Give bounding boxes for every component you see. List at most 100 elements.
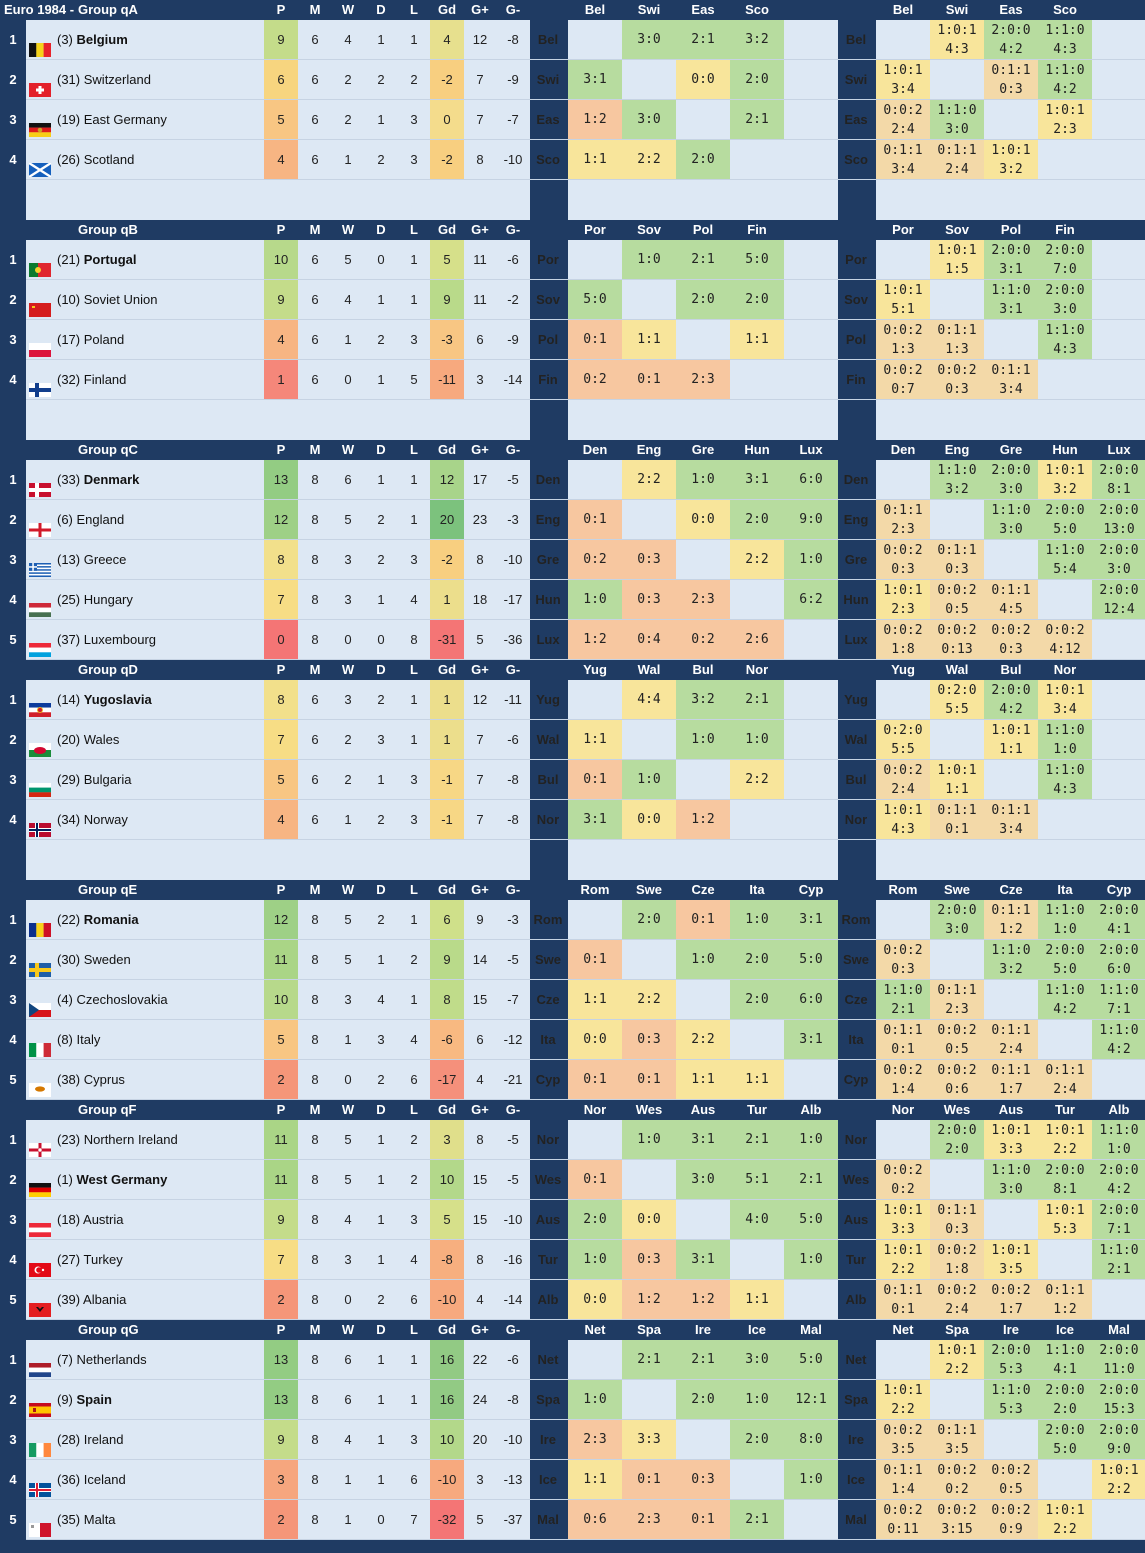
team-row[interactable]: 2 (20) Wales 7 6 2 3 1 1 7 -6 Wal Wal 1:1 1:0 1:0 0:2:0… bbox=[0, 720, 1145, 760]
team-name[interactable]: Romania bbox=[83, 912, 139, 927]
team-row[interactable]: 2 (9) Spain 13 8 6 1 1 16 24 -8 Spa Spa 1:0 2:0 1:0 12:… bbox=[0, 1380, 1145, 1420]
match-detail[interactable]: 2:0:0 5:3 bbox=[984, 1340, 1038, 1380]
match-detail[interactable]: 0:0:2 0:2 bbox=[876, 1160, 930, 1200]
match-detail[interactable]: 1:0:1 1:5 bbox=[930, 240, 984, 280]
team-row[interactable]: 5 (39) Albania 2 8 0 2 6 -10 4 -14 Alb Alb 0:0 1:2 1:2… bbox=[0, 1280, 1145, 1320]
match-result[interactable]: 1:0 bbox=[568, 1240, 622, 1280]
match-detail[interactable]: 0:0:2 1:4 bbox=[876, 1060, 930, 1100]
team-row[interactable]: 2 (31) Switzerland 6 6 2 2 2 -2 7 -9 Swi Swi 3:1 0:0 2… bbox=[0, 60, 1145, 100]
team-name[interactable]: Denmark bbox=[83, 472, 140, 487]
team-name[interactable]: Ireland bbox=[83, 1432, 124, 1447]
team-cell[interactable]: (26) Scotland bbox=[26, 140, 264, 180]
match-result[interactable]: 0:4 bbox=[622, 620, 676, 660]
match-result[interactable]: 1:1 bbox=[568, 980, 622, 1020]
match-detail[interactable]: 1:1:0 2:1 bbox=[1092, 1240, 1145, 1280]
match-detail[interactable]: 2:0:0 4:2 bbox=[1092, 1160, 1145, 1200]
match-result[interactable]: 1:2 bbox=[568, 620, 622, 660]
match-result[interactable]: 3:1 bbox=[568, 60, 622, 100]
team-row[interactable]: 3 (19) East Germany 5 6 2 1 3 0 7 -7 Eas Eas 1:2 3:0 2… bbox=[0, 100, 1145, 140]
match-detail[interactable]: 0:0:2 1:8 bbox=[876, 620, 930, 660]
match-detail[interactable]: 0:1:1 0:1 bbox=[876, 1020, 930, 1060]
match-result[interactable]: 1:1 bbox=[730, 1280, 784, 1320]
match-result[interactable]: 2:1 bbox=[622, 1340, 676, 1380]
team-cell[interactable]: (19) East Germany bbox=[26, 100, 264, 140]
match-detail[interactable]: 2:0:0 3:1 bbox=[984, 240, 1038, 280]
team-name[interactable]: Northern Ireland bbox=[83, 1132, 178, 1147]
match-detail[interactable]: 0:0:2 0:13 bbox=[930, 620, 984, 660]
match-result[interactable]: 1:0 bbox=[784, 540, 838, 580]
match-detail[interactable]: 0:0:2 1:3 bbox=[876, 320, 930, 360]
match-result[interactable]: 2:1 bbox=[730, 680, 784, 720]
match-detail[interactable]: 0:0:2 2:4 bbox=[876, 760, 930, 800]
match-detail[interactable]: 2:0:0 8:1 bbox=[1092, 460, 1145, 500]
match-result[interactable]: 2:0 bbox=[622, 900, 676, 940]
match-detail[interactable]: 1:1:0 4:2 bbox=[1092, 1020, 1145, 1060]
team-cell[interactable]: (10) Soviet Union bbox=[26, 280, 264, 320]
team-name[interactable]: Soviet Union bbox=[83, 292, 158, 307]
match-result[interactable]: 0:0 bbox=[676, 60, 730, 100]
match-detail[interactable]: 1:0:1 2:2 bbox=[876, 1380, 930, 1420]
match-result[interactable]: 0:3 bbox=[622, 580, 676, 620]
match-detail[interactable]: 2:0:0 5:0 bbox=[1038, 940, 1092, 980]
match-result[interactable]: 2:3 bbox=[676, 580, 730, 620]
match-detail[interactable]: 0:1:1 4:5 bbox=[984, 580, 1038, 620]
match-detail[interactable]: 1:0:1 4:3 bbox=[876, 800, 930, 840]
match-result[interactable]: 3:1 bbox=[676, 1120, 730, 1160]
match-detail[interactable]: 0:0:2 0:3 bbox=[930, 360, 984, 400]
match-detail[interactable]: 2:0:0 7:0 bbox=[1038, 240, 1092, 280]
match-result[interactable]: 3:1 bbox=[730, 460, 784, 500]
team-name[interactable]: Norway bbox=[83, 812, 128, 827]
team-cell[interactable]: (33) Denmark bbox=[26, 460, 264, 500]
match-result[interactable]: 0:1 bbox=[568, 760, 622, 800]
match-detail[interactable]: 0:0:2 0:2 bbox=[930, 1460, 984, 1500]
match-result[interactable]: 0:3 bbox=[676, 1460, 730, 1500]
match-detail[interactable]: 1:0:1 3:2 bbox=[1038, 460, 1092, 500]
match-detail[interactable]: 0:0:2 1:8 bbox=[930, 1240, 984, 1280]
team-name[interactable]: West Germany bbox=[76, 1172, 168, 1187]
team-cell[interactable]: (7) Netherlands bbox=[26, 1340, 264, 1380]
match-detail[interactable]: 1:0:1 2:2 bbox=[1092, 1460, 1145, 1500]
match-detail[interactable]: 0:1:1 2:4 bbox=[930, 140, 984, 180]
match-detail[interactable]: 2:0:0 9:0 bbox=[1092, 1420, 1145, 1460]
match-detail[interactable]: 0:1:1 0:1 bbox=[876, 1280, 930, 1320]
match-detail[interactable]: 1:0:1 2:2 bbox=[1038, 1500, 1092, 1540]
team-name[interactable]: Hungary bbox=[83, 592, 133, 607]
match-result[interactable]: 1:0 bbox=[784, 1120, 838, 1160]
match-result[interactable]: 2:0 bbox=[676, 1380, 730, 1420]
match-detail[interactable]: 1:1:0 5:3 bbox=[984, 1380, 1038, 1420]
team-cell[interactable]: (25) Hungary bbox=[26, 580, 264, 620]
match-result[interactable]: 1:0 bbox=[730, 720, 784, 760]
team-cell[interactable]: (27) Turkey bbox=[26, 1240, 264, 1280]
match-result[interactable]: 1:0 bbox=[730, 1380, 784, 1420]
match-detail[interactable]: 1:1:0 4:1 bbox=[1038, 1340, 1092, 1380]
match-result[interactable]: 0:0 bbox=[568, 1280, 622, 1320]
match-detail[interactable]: 2:0:0 4:1 bbox=[1092, 900, 1145, 940]
match-result[interactable]: 1:2 bbox=[676, 800, 730, 840]
match-result[interactable]: 9:0 bbox=[784, 500, 838, 540]
match-result[interactable]: 2:0 bbox=[730, 60, 784, 100]
match-detail[interactable]: 2:0:0 3:0 bbox=[930, 900, 984, 940]
team-cell[interactable]: (23) Northern Ireland bbox=[26, 1120, 264, 1160]
team-row[interactable]: 1 (7) Netherlands 13 8 6 1 1 16 22 -6 Net Net 2:1 2:1… bbox=[0, 1340, 1145, 1380]
team-row[interactable]: 4 (25) Hungary 7 8 3 1 4 1 18 -17 Hun Hun 1:0 0:3 2:3 6… bbox=[0, 580, 1145, 620]
match-detail[interactable]: 0:1:1 3:5 bbox=[930, 1420, 984, 1460]
match-detail[interactable]: 1:0:1 3:5 bbox=[984, 1240, 1038, 1280]
match-result[interactable]: 1:2 bbox=[568, 100, 622, 140]
match-detail[interactable]: 2:0:0 12:4 bbox=[1092, 580, 1145, 620]
match-detail[interactable]: 1:1:0 3:0 bbox=[984, 1160, 1038, 1200]
match-result[interactable]: 3:3 bbox=[622, 1420, 676, 1460]
match-result[interactable]: 0:1 bbox=[622, 360, 676, 400]
team-name[interactable]: Yugoslavia bbox=[83, 692, 152, 707]
match-detail[interactable]: 1:0:1 4:3 bbox=[930, 20, 984, 60]
match-detail[interactable]: 0:0:2 4:12 bbox=[1038, 620, 1092, 660]
match-result[interactable]: 1:1 bbox=[568, 720, 622, 760]
match-result[interactable]: 3:1 bbox=[568, 800, 622, 840]
match-detail[interactable]: 0:0:2 0:7 bbox=[876, 360, 930, 400]
match-result[interactable]: 0:0 bbox=[622, 800, 676, 840]
match-result[interactable]: 1:2 bbox=[622, 1280, 676, 1320]
team-row[interactable]: 4 (36) Iceland 3 8 1 1 6 -10 3 -13 Ice Ice 1:1 0:1 0:3… bbox=[0, 1460, 1145, 1500]
match-detail[interactable]: 1:0:1 2:3 bbox=[876, 580, 930, 620]
match-detail[interactable]: 0:1:1 1:4 bbox=[876, 1460, 930, 1500]
match-detail[interactable]: 1:1:0 1:0 bbox=[1092, 1120, 1145, 1160]
match-detail[interactable]: 1:0:1 3:3 bbox=[984, 1120, 1038, 1160]
